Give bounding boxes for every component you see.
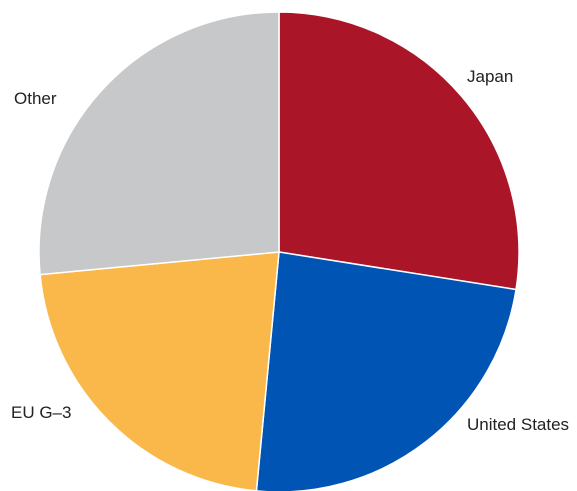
pie-slice-other (38, 11, 280, 276)
pie-slices (38, 11, 520, 491)
pie-labels: Japan United States EU G–3 Other (11, 67, 569, 434)
pie-slice-united-states (255, 251, 517, 491)
pie-label-united-states: United States (467, 415, 569, 434)
pie-slice-japan (278, 11, 520, 291)
pie-slice-eu-g-3 (39, 251, 280, 491)
pie-label-other: Other (14, 89, 57, 108)
pie-label-eu-g-3: EU G–3 (11, 403, 71, 422)
pie-label-japan: Japan (467, 67, 513, 86)
